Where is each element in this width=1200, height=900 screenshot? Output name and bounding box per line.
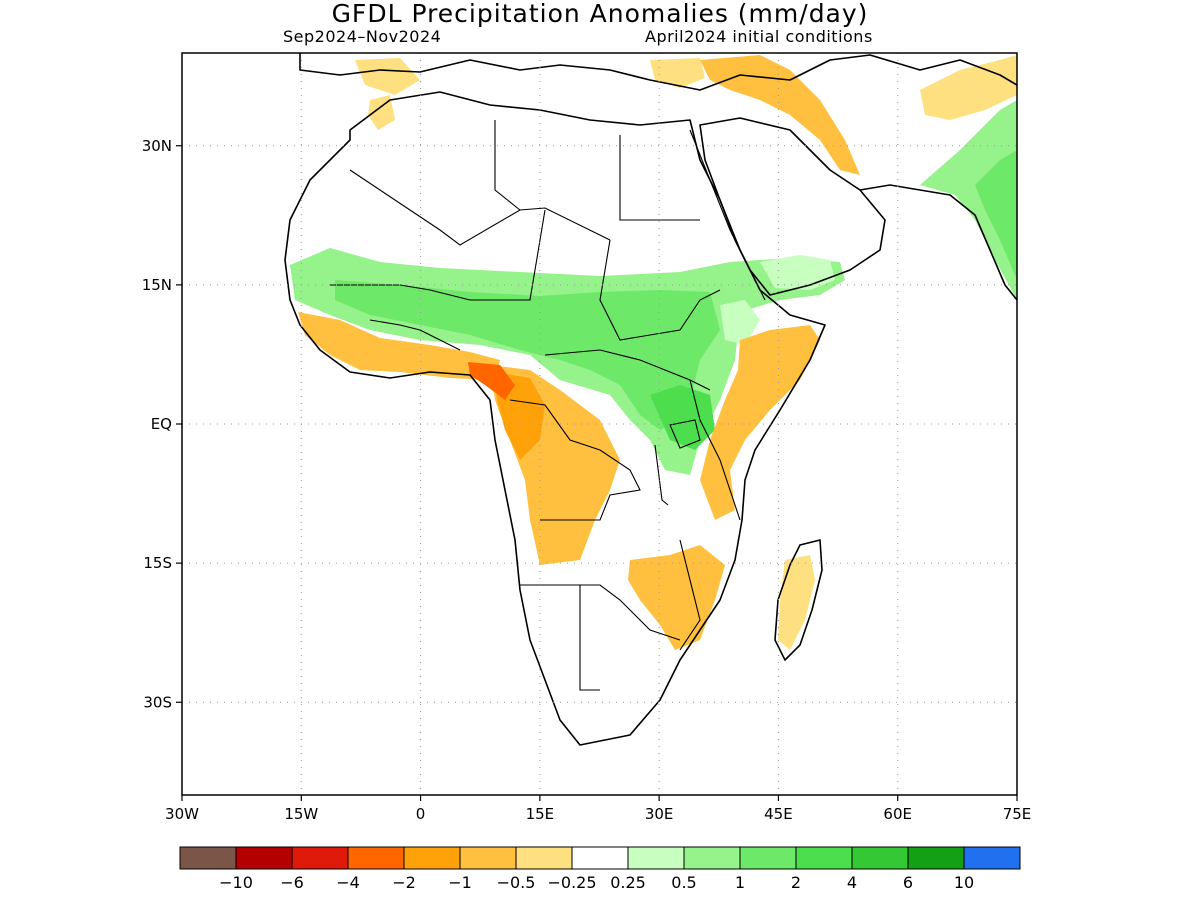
lat-tick-label: EQ	[151, 415, 172, 433]
lat-tick-label: 15N	[142, 276, 172, 294]
colorbar-swatch	[459, 846, 517, 870]
colorbar-swatch	[403, 846, 461, 870]
lon-tick-label: 30W	[165, 805, 199, 823]
border-central-africa	[544, 349, 711, 391]
colorbar-label: 1	[735, 873, 745, 892]
colorbar-label: −6	[280, 873, 304, 892]
ethiopia-wet-patch	[720, 300, 760, 345]
india-wet-core	[975, 150, 1017, 280]
colorbar-label: −10	[219, 873, 253, 892]
southern-africa-dry	[628, 545, 725, 650]
colorbar-swatch	[683, 846, 741, 870]
border-southern-africa	[520, 584, 681, 641]
initial-conditions: April2024 initial conditions	[645, 27, 873, 46]
longitude-axis: 30W 15W 0 15E 30E 45E 60E 75E	[165, 795, 1031, 823]
border-namibia-botswana	[579, 585, 600, 691]
grid-lines	[182, 53, 1017, 795]
europe-outline	[299, 53, 1017, 91]
madagascar-outline	[774, 539, 823, 661]
lat-tick-label: 30S	[143, 693, 172, 711]
colorbar-swatch	[739, 846, 797, 870]
colorbar-label: −1	[448, 873, 472, 892]
lon-tick-label: 45E	[764, 805, 793, 823]
colorbar-label: 6	[903, 873, 913, 892]
colorbar-swatch	[963, 846, 1021, 870]
colorbar-label: −4	[336, 873, 360, 892]
border-east-africa	[689, 379, 741, 521]
colorbar-swatch	[347, 846, 405, 870]
border-drc	[509, 399, 641, 521]
horn-of-africa-dry	[700, 325, 820, 520]
colorbar-swatch	[907, 846, 965, 870]
colorbar-swatch	[851, 846, 909, 870]
lon-tick-label: 15E	[526, 805, 555, 823]
madagascar-dry	[778, 555, 815, 650]
border-west-africa	[369, 319, 461, 351]
forecast-period: Sep2024–Nov2024	[283, 27, 442, 46]
border-mozambique	[679, 539, 701, 651]
sahel-wet-core	[335, 280, 720, 430]
colorbar-label: 0.25	[610, 873, 646, 892]
morocco-dry	[368, 95, 395, 130]
lat-tick-label: 30N	[142, 137, 172, 155]
country-borders	[330, 120, 766, 691]
asia-outline	[859, 184, 1017, 301]
colorbar-label: 10	[954, 873, 974, 892]
arabia-outline	[699, 117, 886, 296]
colorbar-label: 4	[847, 873, 857, 892]
lake-victoria	[669, 419, 701, 449]
colorbar-label: −0.25	[547, 873, 596, 892]
east-med-dry	[650, 58, 705, 88]
colorbar-swatch	[235, 846, 293, 870]
lon-tick-label: 60E	[883, 805, 912, 823]
west-africa-coast-dry	[298, 312, 500, 380]
wet-anomalies	[290, 100, 1017, 475]
colorbar-label: −0.5	[497, 873, 536, 892]
colorbar-label: 0.5	[671, 873, 696, 892]
india-wet-band	[920, 100, 1017, 300]
lat-tick-label: 15S	[143, 554, 172, 572]
lon-tick-label: 75E	[1003, 805, 1032, 823]
colorbar-swatch	[627, 846, 685, 870]
lon-tick-label: 30E	[645, 805, 674, 823]
colorbar-swatch	[179, 846, 237, 870]
border-sahara-1	[349, 169, 611, 246]
colorbar: −10 −6 −4 −2 −1 −0.5 −0.25 0.25 0.5 1 2 4 6 10	[179, 846, 1021, 892]
colorbar-swatch	[795, 846, 853, 870]
border-sudan	[599, 239, 721, 341]
border-egypt-libya	[619, 135, 700, 221]
middle-east-dry	[700, 55, 860, 175]
nigeria-dry-core	[468, 362, 515, 400]
map-content	[284, 53, 1017, 746]
colorbar-swatch	[515, 846, 573, 870]
map-title: GFDL Precipitation Anomalies (mm/day)	[331, 0, 869, 28]
latitude-axis: 30N 15N EQ 15S 30S	[142, 137, 182, 711]
lon-tick-label: 0	[416, 805, 426, 823]
colorbar-label: −2	[392, 873, 416, 892]
mediterranean-dry	[355, 58, 420, 95]
lake-tanganyika	[654, 444, 669, 506]
colorbar-label: 2	[791, 873, 801, 892]
dry-anomalies	[298, 55, 1017, 650]
colorbar-swatch	[571, 846, 629, 870]
iran-dry	[920, 55, 1017, 120]
border-sahara-2	[494, 120, 521, 211]
colorbar-swatch	[291, 846, 349, 870]
lon-tick-label: 15W	[284, 805, 318, 823]
red-sea	[689, 129, 766, 301]
